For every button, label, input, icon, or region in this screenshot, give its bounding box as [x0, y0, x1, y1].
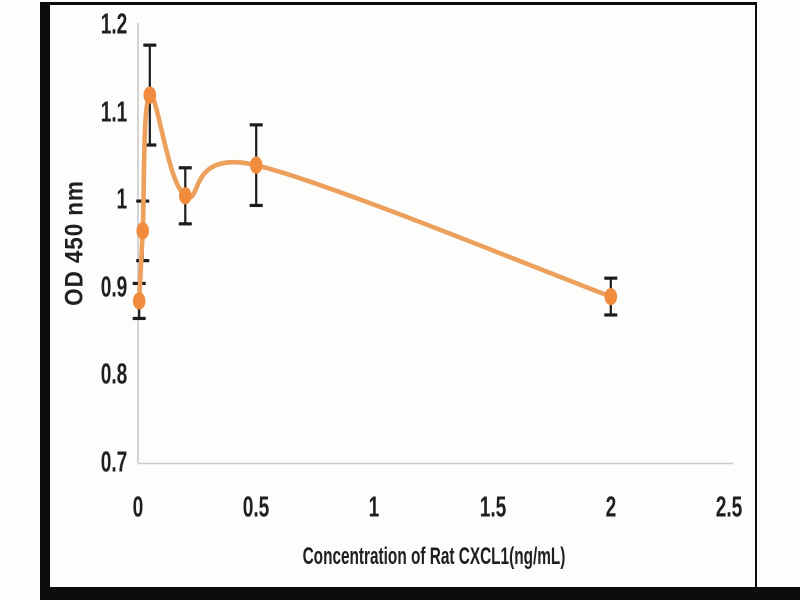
photo-frame-bottom	[40, 587, 800, 600]
data-point-marker	[136, 222, 150, 240]
y-axis-title: OD 450 nm	[60, 180, 89, 306]
x-tick-label: 0	[132, 491, 144, 524]
y-tick-label: 0.8	[100, 358, 127, 391]
x-tick-label: 1	[369, 491, 380, 524]
photo-frame-left	[40, 2, 50, 600]
y-tick-label: 0.9	[100, 271, 127, 304]
x-tick-label: 2	[605, 491, 617, 524]
series-line	[136, 92, 614, 304]
data-point-marker	[249, 156, 263, 174]
y-tick-label: 1.1	[100, 96, 127, 129]
x-axis-title: Concentration of Rat CXCL1(ng/mL)	[302, 543, 566, 570]
x-tick-label: 2.5	[715, 491, 743, 524]
data-point-marker	[604, 287, 618, 306]
photo-frame-top	[40, 2, 757, 5]
x-tick-label: 1.5	[479, 491, 506, 524]
data-point-marker	[178, 187, 192, 205]
data-point-marker	[143, 86, 157, 104]
y-tick-label: 1.2	[100, 8, 127, 41]
data-point-marker	[132, 292, 146, 310]
x-tick-label: 0.5	[242, 491, 270, 524]
y-tick-label: 0.7	[100, 446, 127, 479]
photo-frame-right	[755, 2, 757, 597]
y-tick-label: 1	[116, 183, 127, 216]
